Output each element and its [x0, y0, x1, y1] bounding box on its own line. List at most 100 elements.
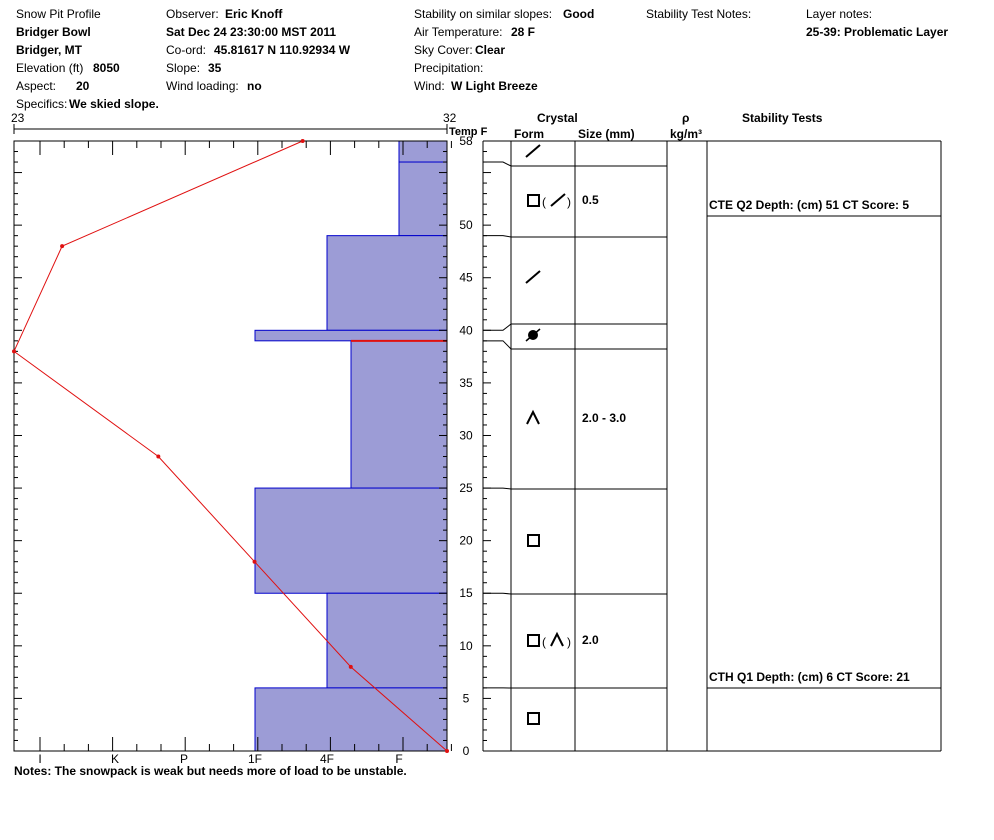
location: Bridger Bowl	[16, 25, 91, 39]
hardness-layer	[398, 161, 448, 237]
graupel-slash-icon	[525, 328, 541, 342]
coord-label: Co-ord:	[166, 43, 207, 57]
crystal-symbols: () ()	[525, 144, 571, 725]
decomposing-slash-icon	[525, 270, 541, 284]
slope-label: Slope:	[166, 61, 201, 75]
aspect-value: 20	[76, 79, 90, 93]
layer-boundary	[483, 161, 667, 167]
temperature-point	[12, 349, 16, 354]
depth-tick-label: 50	[459, 218, 473, 232]
crystal-columns	[482, 140, 942, 752]
depth-tick-label: 58	[459, 134, 473, 148]
notes: Notes: The snowpack is weak but needs mo…	[14, 764, 407, 778]
precip-label: Precipitation:	[414, 61, 484, 75]
facet-square-icon	[527, 194, 540, 207]
layer-notes-value: 25-39: Problematic Layer	[806, 25, 949, 39]
pit-title: Snow Pit Profile	[16, 7, 101, 21]
depth-tick-label: 15	[459, 586, 473, 600]
hardness-tick-label: P	[180, 752, 188, 766]
sky-cover-value: Clear	[475, 43, 506, 57]
depth-tick-label: 45	[459, 271, 473, 285]
hardness-tick-label: K	[111, 752, 119, 766]
facet-square-icon	[527, 534, 540, 547]
wind-value: W Light Breeze	[451, 79, 538, 93]
crystal-size: 0.5	[582, 193, 599, 207]
density-symbol: ρ	[682, 111, 690, 125]
facet-square-icon	[527, 634, 540, 647]
temp-axis-min: 23	[11, 111, 25, 125]
crystal-header: Crystal	[537, 111, 578, 125]
elevation-label: Elevation (ft)	[16, 61, 84, 75]
date-time: Sat Dec 24 23:30:00 MST 2011	[166, 25, 337, 39]
stability-tests-header: Stability Tests	[742, 111, 823, 125]
form-header: Form	[514, 127, 544, 141]
sky-cover-label: Sky Cover:	[414, 43, 473, 57]
layer-boundary	[483, 487, 667, 490]
chart-labels: I K P 1F 4F F 0 5 10 15 20 25 30 35 40 45 50 58 CTE Q2 Dep…	[38, 134, 910, 766]
hardness-layer	[254, 687, 448, 752]
aspect-label: Aspect:	[16, 79, 57, 93]
layer-boundary	[483, 235, 667, 238]
coord-value: 45.81617 N 110.92934 W	[214, 43, 351, 57]
temperature-profile	[12, 139, 449, 753]
size-header: Size (mm)	[578, 127, 635, 141]
temperature-point	[348, 664, 353, 669]
wind-loading-value: no	[247, 79, 262, 93]
hardness-tick-label: F	[395, 752, 402, 766]
depth-tick-label: 30	[459, 428, 473, 442]
hardness-layer	[326, 235, 448, 331]
wind-loading-label: Wind loading:	[166, 79, 239, 93]
paren-glyph: (	[542, 195, 546, 209]
observer-value: Eric Knoff	[225, 7, 283, 21]
layer-notes-label: Layer notes:	[806, 7, 873, 21]
specifics-label: Specifics:	[16, 97, 68, 111]
temp-column-label: Temp F	[449, 126, 488, 138]
depth-tick-label: 20	[459, 534, 473, 548]
temperature-point	[300, 139, 305, 143]
hardness-tick-label: 4F	[320, 752, 334, 766]
air-temp-label: Air Temperature:	[414, 25, 503, 39]
temperature-point	[60, 244, 65, 249]
temperature-point	[156, 454, 161, 459]
specifics-value: We skied slope.	[69, 97, 159, 111]
temp-axis-max: 32	[443, 111, 457, 125]
observer-label: Observer:	[166, 7, 219, 21]
depth-tick-label: 10	[459, 639, 473, 653]
facet-square-icon	[527, 712, 540, 725]
hardness-layer	[254, 329, 448, 342]
slope-value: 35	[208, 61, 222, 75]
wind-label: Wind:	[414, 79, 445, 93]
paren-glyph: (	[542, 635, 546, 649]
depth-hoar-icon	[526, 409, 540, 425]
paren-glyph: )	[567, 635, 571, 649]
hardness-tick-label: 1F	[248, 752, 262, 766]
temperature-point	[252, 559, 257, 564]
region: Bridger, MT	[16, 43, 83, 57]
profile-frame	[13, 124, 491, 752]
decomposing-slash-icon	[525, 144, 541, 158]
hardness-layer	[350, 340, 448, 489]
depth-tick-label: 40	[459, 323, 473, 337]
layer-boundary	[483, 323, 667, 331]
stability-label: Stability on similar slopes:	[414, 7, 553, 21]
crystal-size: 2.0 - 3.0	[582, 411, 626, 425]
hardness-layer	[254, 487, 448, 594]
stability-test-notes-label: Stability Test Notes:	[646, 7, 752, 21]
temperature-point	[445, 749, 449, 753]
stability-test-result: CTE Q2 Depth: (cm) 51 CT Score: 5	[709, 198, 909, 212]
depth-hoar-icon	[550, 631, 564, 647]
hardness-layers	[254, 140, 448, 752]
density-unit: kg/m³	[670, 127, 703, 141]
hardness-tick-label: I	[38, 752, 41, 766]
depth-tick-label: 5	[463, 691, 470, 705]
stability-value: Good	[563, 7, 595, 21]
depth-tick-label: 35	[459, 376, 473, 390]
elevation-value: 8050	[93, 61, 120, 75]
crystal-size: 2.0	[582, 633, 599, 647]
air-temp-value: 28 F	[511, 25, 536, 39]
hardness-layer	[398, 140, 448, 163]
paren-glyph: )	[567, 195, 571, 209]
decomposing-slash-icon	[550, 193, 566, 207]
layer-boundary	[483, 340, 667, 350]
